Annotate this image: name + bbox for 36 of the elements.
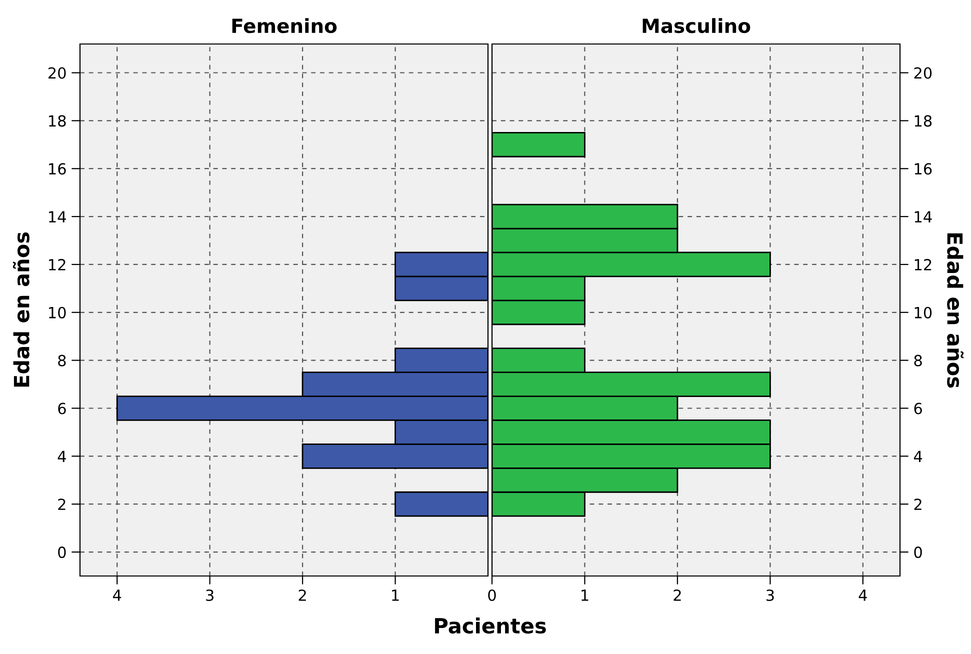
x-tick-label: 1	[582, 590, 588, 601]
y-tick-label: 20	[914, 67, 932, 79]
x-tick-label: 1	[392, 590, 399, 601]
y-tick-label: 16	[914, 163, 932, 175]
x-tick-label: 3	[206, 589, 214, 602]
y-tick-label: 0	[58, 546, 66, 558]
y-tick-label: 2	[58, 498, 66, 510]
y-tick-label: 0	[914, 546, 922, 558]
y-axis-title: Edad en años	[12, 232, 30, 387]
y-tick-label: 14	[49, 211, 66, 222]
y-axis-title: Edad en años	[947, 233, 964, 388]
y-tick-label: 12	[914, 258, 932, 270]
x-tick-label: 3	[766, 589, 774, 602]
x-tick-label: 4	[858, 590, 867, 601]
y-tick-label: 20	[48, 67, 66, 79]
y-tick-label: 10	[914, 306, 932, 318]
chart-title: Femenino	[232, 18, 337, 34]
y-tick-label: 6	[914, 402, 922, 414]
y-tick-label: 8	[914, 354, 922, 366]
x-tick-label: 0	[488, 589, 496, 602]
y-tick-label: 6	[58, 402, 66, 414]
chart-title: Masculino	[642, 18, 750, 34]
x-tick-label: 2	[298, 589, 306, 601]
y-tick-label: 2	[914, 498, 922, 510]
y-tick-label: 18	[49, 115, 66, 127]
y-tick-label: 14	[914, 211, 932, 222]
x-axis-title: Pacientes	[435, 617, 546, 634]
y-tick-label: 4	[58, 450, 66, 462]
y-tick-label: 10	[49, 306, 66, 318]
y-tick-label: 12	[49, 258, 66, 270]
y-tick-label: 16	[49, 163, 66, 175]
x-tick-label: 4	[112, 590, 122, 601]
x-tick-label: 2	[674, 589, 681, 601]
y-tick-label: 18	[914, 115, 932, 127]
y-tick-label: 4	[914, 450, 922, 462]
y-tick-label: 8	[58, 354, 66, 366]
